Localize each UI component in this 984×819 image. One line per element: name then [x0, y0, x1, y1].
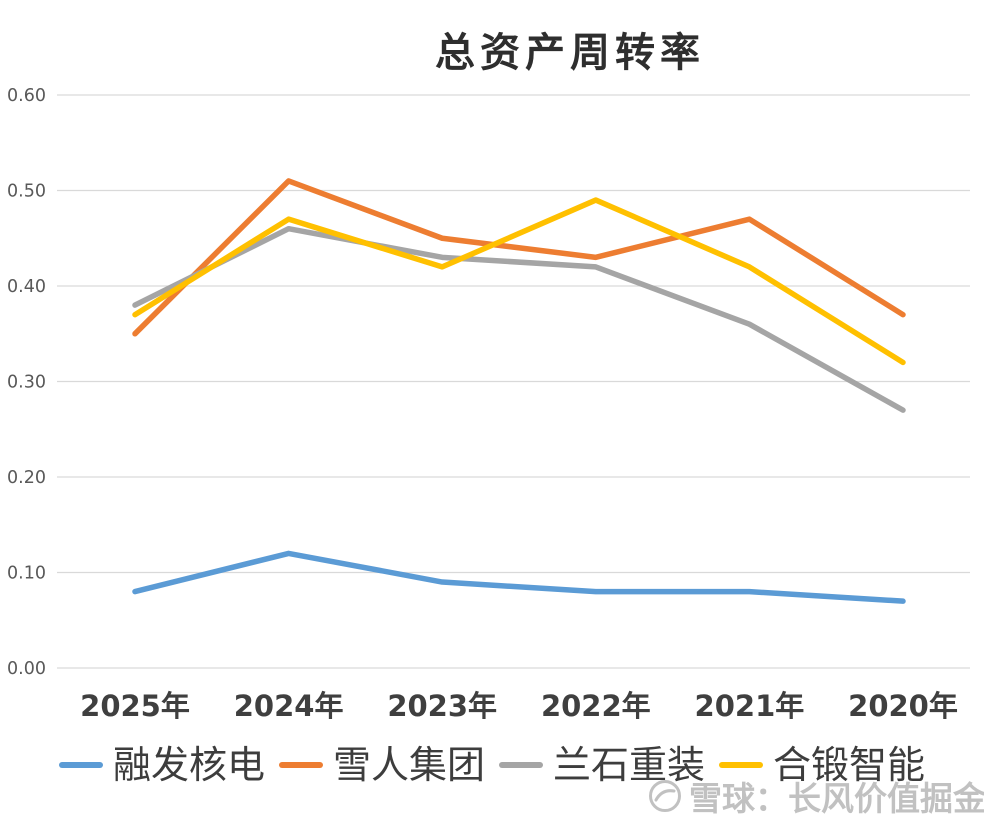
y-tick-label: 0.40 [7, 277, 46, 297]
y-tick-label: 0.00 [7, 659, 46, 679]
legend-swatch [499, 762, 543, 768]
legend: 融发核电 雪人集团 兰石重装 合锻智能 [0, 746, 984, 784]
legend-item: 合锻智能 [719, 746, 925, 784]
x-axis-label: 2022年 [541, 689, 651, 723]
series-line [132, 550, 906, 604]
legend-item: 兰石重装 [499, 746, 705, 784]
legend-item: 雪人集团 [278, 743, 485, 787]
legend-swatch [719, 762, 764, 768]
legend-label: 融发核电 [112, 743, 265, 787]
x-axis-label: 2021年 [695, 689, 805, 723]
y-tick-label: 0.20 [7, 468, 46, 488]
series-line [132, 197, 906, 366]
series-line [132, 225, 906, 413]
y-tick-label: 0.10 [7, 564, 46, 584]
series-line [132, 178, 906, 337]
x-axis-label: 2023年 [387, 689, 497, 723]
x-axis-label: 2025年 [80, 689, 190, 723]
legend-label: 合锻智能 [773, 743, 926, 787]
y-tick-label: 0.50 [7, 182, 46, 202]
legend-swatch [58, 762, 103, 768]
legend-label: 兰石重装 [553, 743, 706, 787]
line-chart: 0.00 0.10 0.20 0.30 0.40 0.50 0.60 2025年 2024年 20… [7, 86, 970, 723]
y-tick-label: 0.60 [7, 86, 46, 106]
legend-item: 融发核电 [58, 743, 265, 787]
legend-label: 雪人集团 [332, 743, 485, 787]
chart-title: 总资产周转率 [435, 29, 705, 76]
legend-swatch [278, 762, 323, 768]
y-tick-label: 0.30 [7, 373, 46, 393]
x-axis-label: 2024年 [234, 689, 344, 723]
x-axis-label: 2020年 [848, 689, 958, 723]
